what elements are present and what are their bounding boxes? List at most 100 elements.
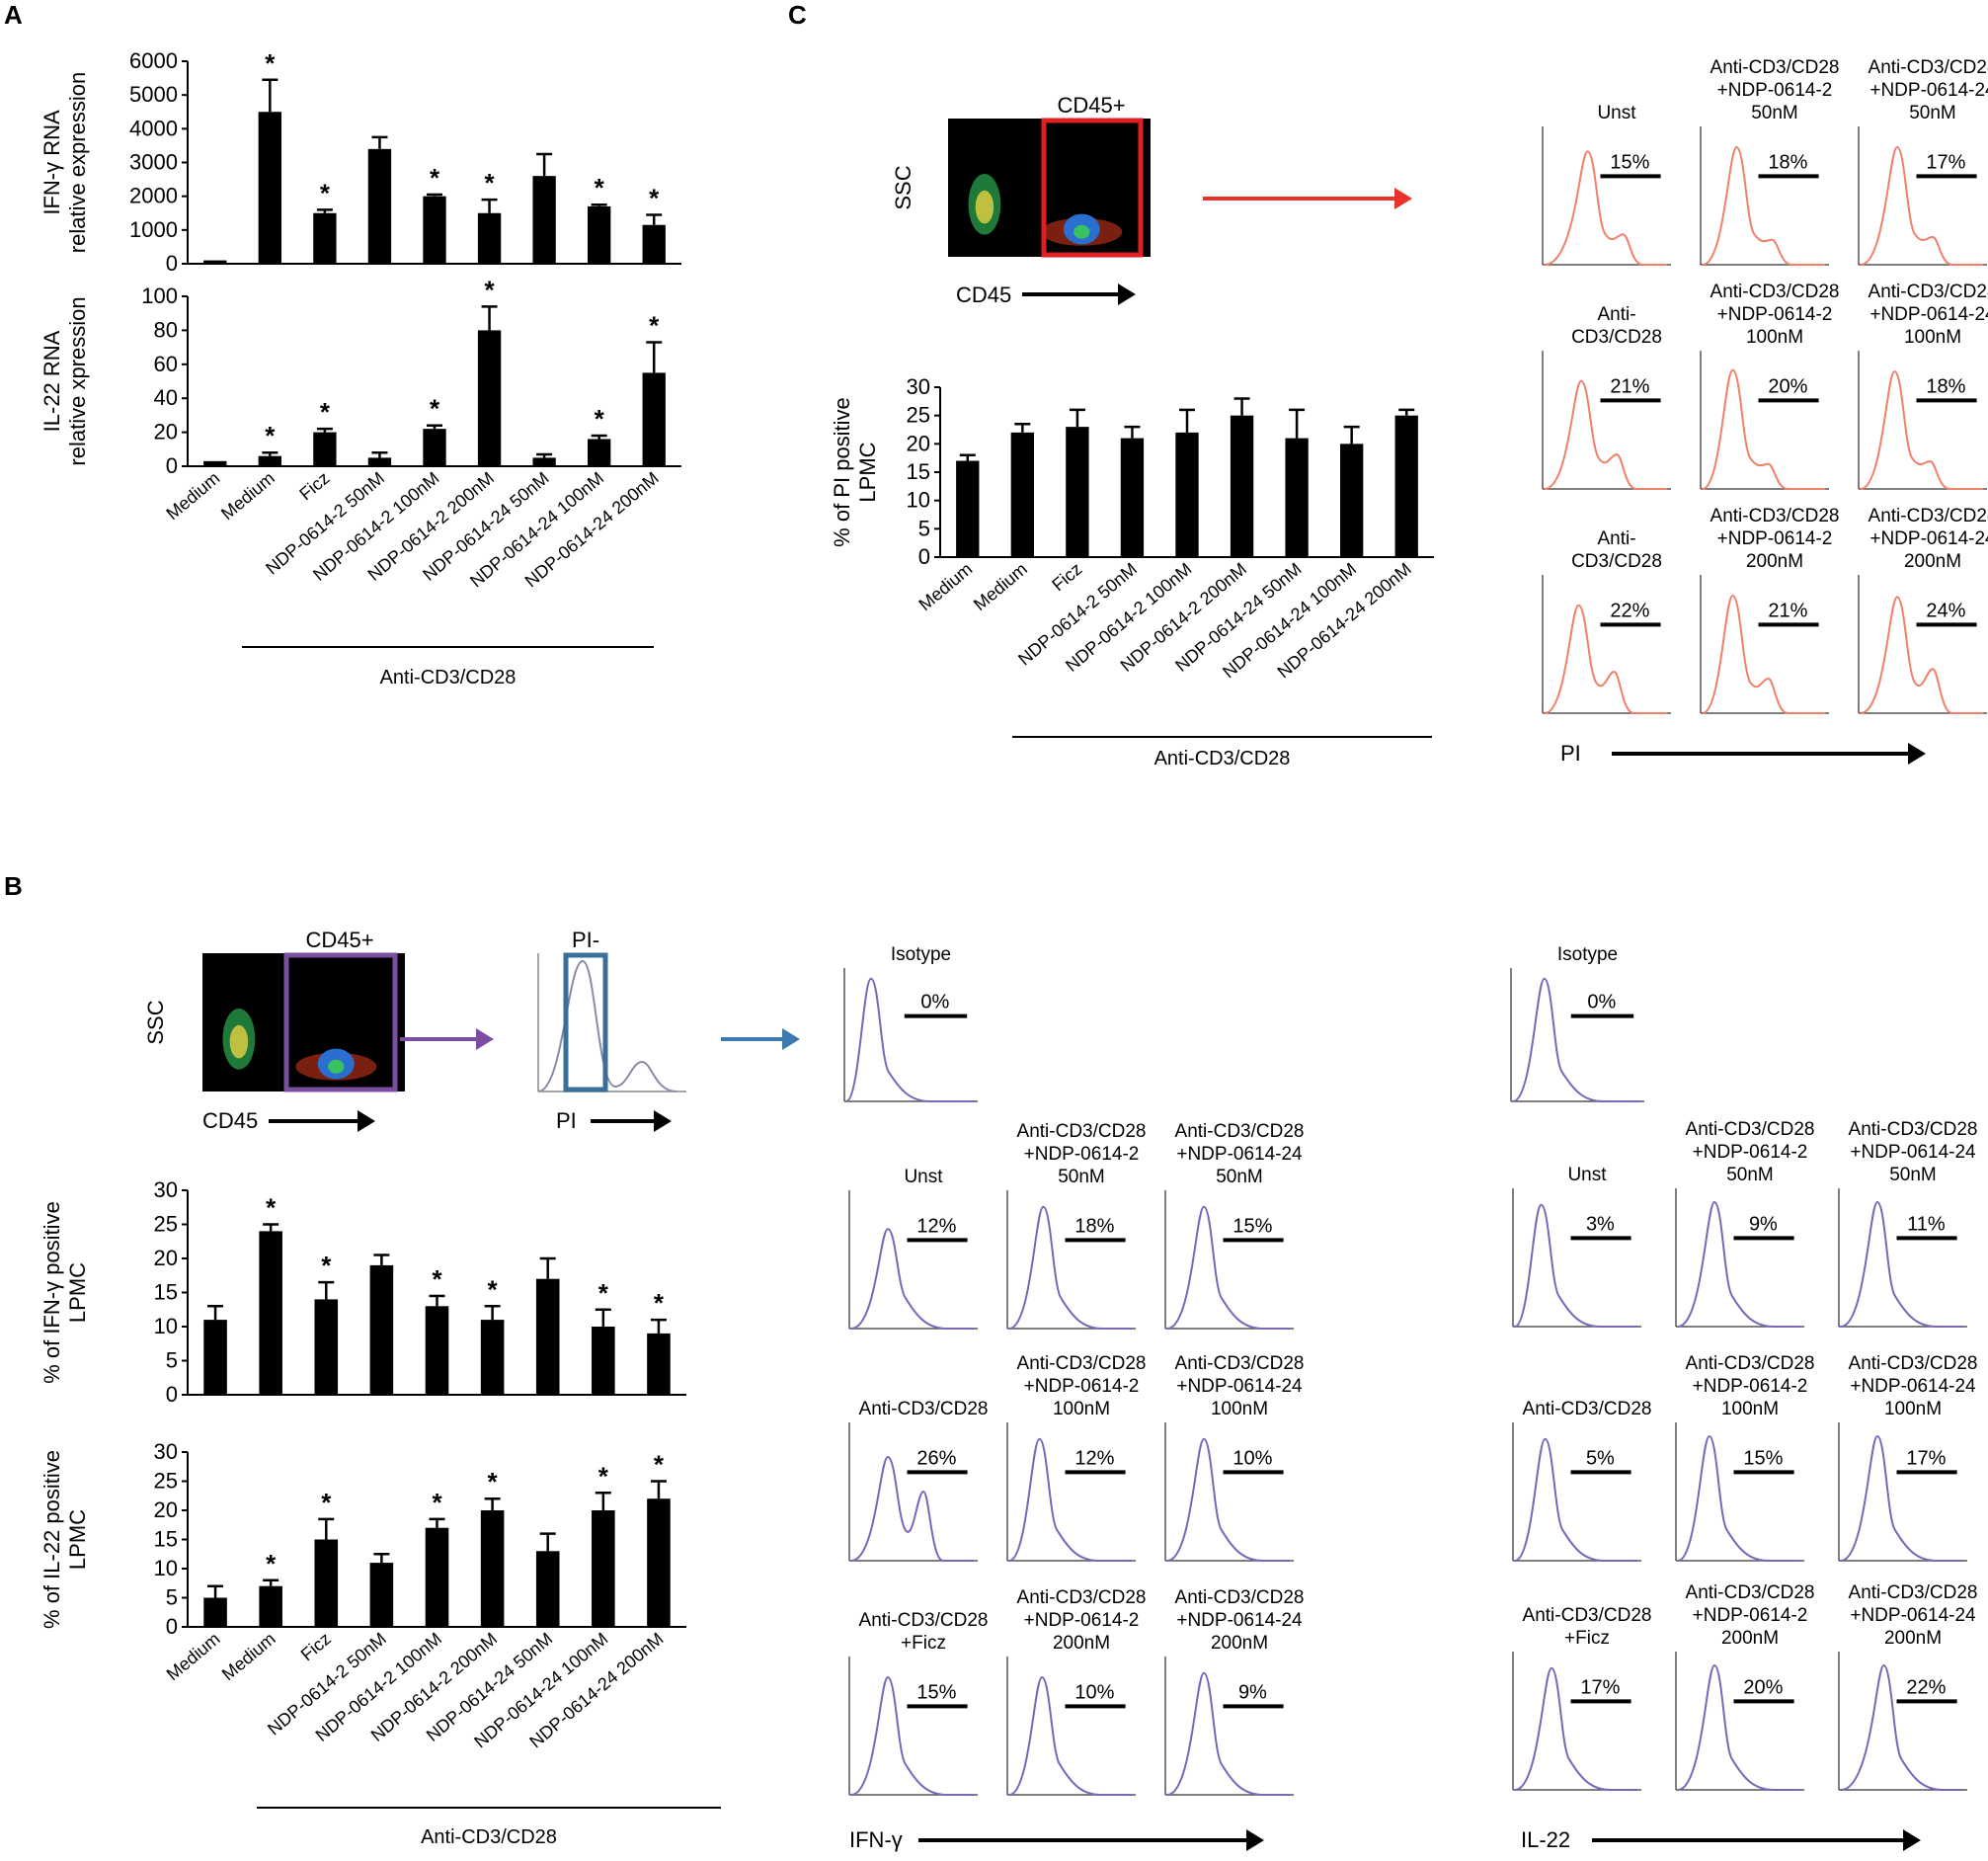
y-axis-label: % of IFN-γ positive xyxy=(40,1201,64,1384)
flow_il22-histogram-percent: 15% xyxy=(1743,1447,1783,1469)
flow_c-histogram-percent: 15% xyxy=(1610,151,1649,173)
y-tick-label: 5 xyxy=(918,516,930,540)
flow_il22-histogram-title: Anti-CD3/CD28 xyxy=(1849,1119,1978,1140)
ifn-axis-arrow-head xyxy=(1246,1829,1264,1851)
bar xyxy=(425,1527,449,1627)
flow_il22-histogram-percent: 17% xyxy=(1580,1676,1620,1698)
flow_c-histogram-title: +NDP-0614-24 xyxy=(1869,80,1988,101)
bar xyxy=(642,224,666,264)
flow_il22-histogram-percent: 9% xyxy=(1749,1213,1778,1235)
flow_c-histogram-curve xyxy=(1544,379,1667,490)
y-tick-label: 4000 xyxy=(129,116,178,140)
flow-histograms: Unst 15% Anti-CD3/CD28 +NDP-0614-2 50nM 18% An… xyxy=(843,57,1988,1852)
flow_il22-histogram: Anti-CD3/CD28+Ficz 17% xyxy=(1512,1605,1652,1791)
bar xyxy=(367,148,392,264)
significance-star: * xyxy=(320,397,331,427)
group-label: Anti-CD3/CD28 xyxy=(380,667,517,688)
panel-label-c: C xyxy=(788,0,807,30)
significance-star: * xyxy=(430,163,440,193)
flow_ifn-isotype-histogram-curve xyxy=(845,977,974,1102)
y-axis-label: relative xpression xyxy=(65,296,90,465)
significance-star: * xyxy=(654,1450,665,1480)
flow_c-histogram-curve xyxy=(1860,596,1983,714)
flow_ifn-histogram-title: 100nM xyxy=(1211,1399,1268,1419)
flow_ifn-histogram-percent: 10% xyxy=(1233,1447,1272,1469)
y-tick-label: 40 xyxy=(154,385,178,410)
flow_ifn-histogram-percent: 15% xyxy=(1233,1215,1272,1237)
y-tick-label: 15 xyxy=(907,459,930,484)
bar xyxy=(203,460,227,466)
il22-axis-arrow-head xyxy=(1903,1829,1921,1851)
b-cd45-arrow-head xyxy=(358,1110,375,1132)
flow_c-histogram-percent: 24% xyxy=(1926,600,1965,621)
flow_il22-histogram-title: +NDP-0614-24 xyxy=(1850,1142,1976,1163)
b-ssc-label: SSC xyxy=(143,1000,168,1044)
flow_c-histogram-title: Anti- xyxy=(1597,528,1635,549)
y-tick-label: 10 xyxy=(907,488,930,513)
flow_il22-histogram-title: 50nM xyxy=(1889,1165,1937,1185)
flow_c-histogram-title: Unst xyxy=(1597,103,1636,123)
flow_il22-histogram-title: 200nM xyxy=(1884,1628,1942,1649)
flow_il22-histogram-title: Anti-CD3/CD28 xyxy=(1523,1605,1652,1626)
flow_ifn-histogram-title: Anti-CD3/CD28 xyxy=(1017,1121,1147,1142)
significance-star: * xyxy=(321,1251,332,1280)
flow_c-histogram-title: Anti-CD3/CD28 xyxy=(1710,57,1840,78)
flow_c-histogram-title: +NDP-0614-24 xyxy=(1869,304,1988,325)
y-tick-label: 60 xyxy=(154,352,178,376)
bar xyxy=(1010,432,1034,557)
b-density-gate xyxy=(283,952,398,1092)
y-tick-label: 10 xyxy=(154,1314,178,1338)
significance-star: * xyxy=(488,1274,499,1304)
flow_c-histogram-percent: 21% xyxy=(1768,600,1807,621)
bar xyxy=(1175,432,1199,557)
b-density-gate-label: CD45+ xyxy=(305,928,373,952)
significance-star: * xyxy=(649,183,660,212)
x-tick-label: Medium xyxy=(970,559,1031,614)
flow_c-histogram-title: +NDP-0614-2 xyxy=(1717,528,1833,549)
flow_c-histogram-title: Anti-CD3/CD28 xyxy=(1710,282,1840,302)
significance-star: * xyxy=(266,1549,277,1578)
bar xyxy=(369,1264,394,1395)
flow_c-histogram-percent: 18% xyxy=(1768,151,1807,173)
x-tick-label: Ficz xyxy=(295,468,333,505)
flow_il22-histogram-curve xyxy=(1677,1663,1800,1791)
flow_c-histogram-title: Anti- xyxy=(1597,304,1635,325)
significance-star: * xyxy=(598,1278,609,1308)
flow_ifn-isotype-histogram-title: Isotype xyxy=(891,944,951,965)
flow_ifn-isotype-histogram: Isotype 0% xyxy=(843,944,978,1102)
flow_c-histogram-curve xyxy=(1702,368,1825,490)
bar xyxy=(477,330,502,466)
bar xyxy=(1340,444,1364,557)
y-tick-label: 20 xyxy=(154,420,178,445)
flow_il22-histogram-title: 50nM xyxy=(1726,1165,1774,1185)
bar xyxy=(1285,438,1309,557)
significance-star: * xyxy=(595,173,605,202)
flow_c-histogram-title: 50nM xyxy=(1751,103,1798,123)
flow_ifn-histogram-title: +NDP-0614-24 xyxy=(1176,1144,1303,1165)
bar xyxy=(480,1510,505,1627)
bar xyxy=(258,112,281,264)
c-cd45-label: CD45 xyxy=(956,283,1011,307)
bar xyxy=(259,1231,282,1395)
flow_ifn-histogram-curve xyxy=(850,1455,974,1562)
flow_ifn-histogram-title: Unst xyxy=(904,1167,943,1187)
flow_ifn-histogram-curve xyxy=(850,1675,974,1796)
flow_ifn-histogram-curve xyxy=(1008,1205,1132,1330)
flow_c-histogram-percent: 20% xyxy=(1768,375,1807,397)
y-tick-label: 20 xyxy=(154,1246,178,1270)
y-tick-label: 15 xyxy=(154,1527,178,1552)
significance-star: * xyxy=(488,1467,499,1497)
significance-star: * xyxy=(484,275,495,304)
c-density-gate-label: CD45+ xyxy=(1057,93,1125,118)
y-tick-label: 80 xyxy=(154,317,178,342)
y-axis-label: % of PI positive xyxy=(830,397,854,547)
flow_ifn-isotype-histogram-percent: 0% xyxy=(920,992,949,1013)
significance-star: * xyxy=(265,421,276,450)
flow_c-histogram: Anti-CD3/CD28 22% xyxy=(1542,528,1671,714)
